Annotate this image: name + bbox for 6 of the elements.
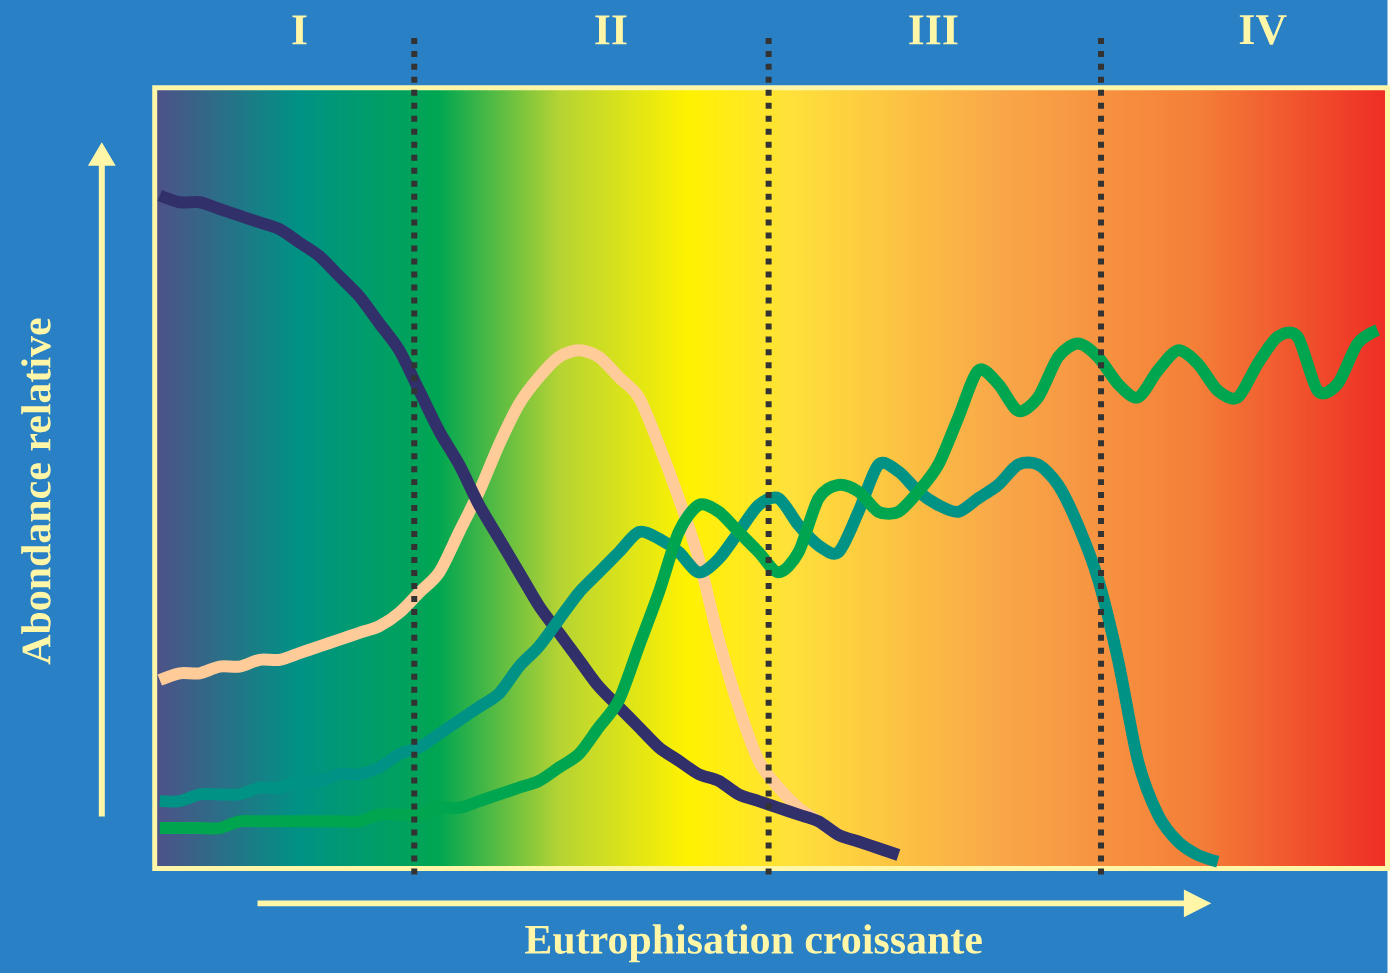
- text: II: [595, 15, 627, 45]
- text: IV: [1239, 15, 1287, 45]
- text: I: [292, 15, 307, 45]
- y-axis-title: Abondance relative: [21, 318, 51, 665]
- text: III: [909, 15, 958, 45]
- x-axis-title: Eutrophisation croissante: [525, 924, 982, 963]
